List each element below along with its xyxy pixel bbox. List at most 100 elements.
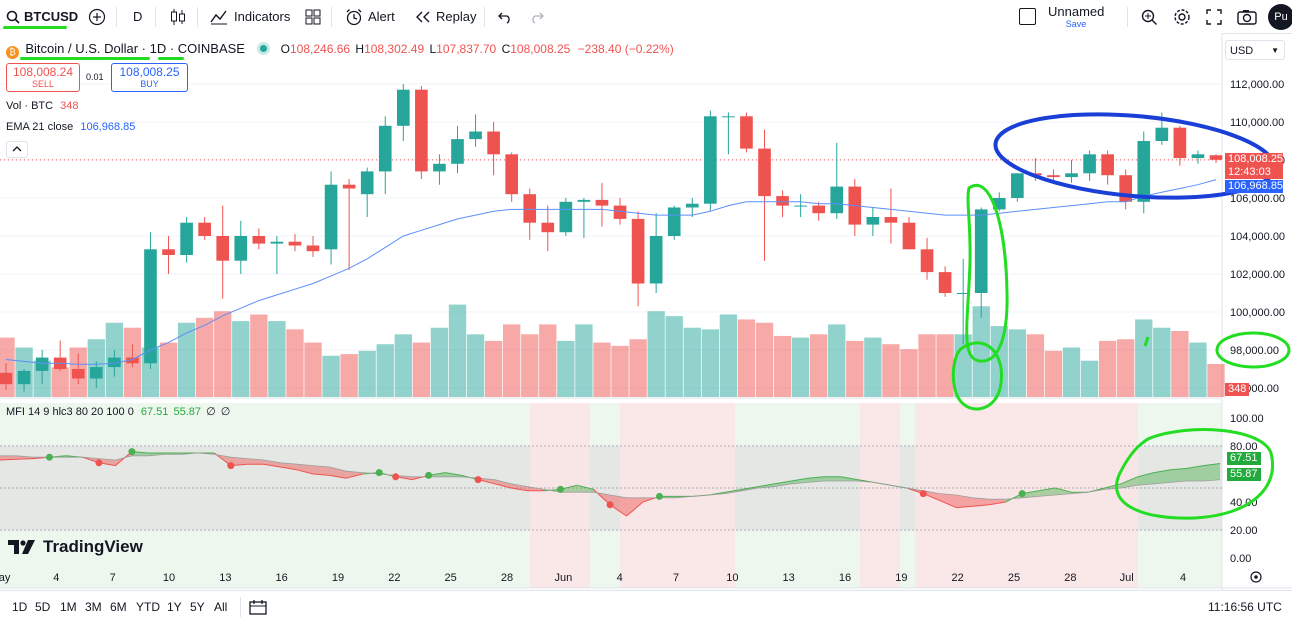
layouts-button[interactable] [305, 0, 321, 33]
range-button-1m[interactable]: 1M [60, 600, 77, 614]
mfi-axis-label: 0.00 [1230, 553, 1251, 565]
mfi-fill [956, 495, 973, 508]
undo-button[interactable] [497, 0, 513, 33]
chart-type-button[interactable] [170, 0, 186, 33]
mfi-axis-label: 80.00 [1230, 441, 1258, 453]
mfi-fill [131, 451, 149, 456]
watermark-text: TradingView [43, 537, 143, 556]
mfi-fill [560, 485, 578, 493]
range-button-1y[interactable]: 1Y [167, 600, 182, 614]
alarm-clock-icon [346, 8, 362, 25]
candle-body [1101, 154, 1114, 176]
replay-button[interactable]: Replay [415, 0, 476, 33]
volume-bar [430, 327, 449, 397]
open-value: 108,246.66 [290, 42, 351, 56]
time-axis-label: 13 [783, 572, 795, 584]
mfi-line [0, 458, 17, 461]
range-button-1d[interactable]: 1D [12, 600, 28, 614]
range-button-5y[interactable]: 5Y [190, 600, 205, 614]
volume-bar [268, 321, 286, 397]
candle-body [884, 217, 898, 223]
mfi-signal-line [0, 452, 1221, 500]
snapshot-button[interactable] [1237, 0, 1257, 33]
range-button-6m[interactable]: 6M [110, 600, 127, 614]
low-label: L [429, 42, 437, 56]
mfi-cross-dot [392, 473, 400, 481]
volume-bar [358, 350, 376, 397]
alert-button[interactable]: Alert [345, 0, 395, 33]
candle-body [794, 205, 807, 207]
range-button-ytd[interactable]: YTD [136, 600, 160, 614]
mfi-cross-dot [919, 490, 927, 498]
redo-button[interactable] [529, 0, 545, 33]
candle-body [0, 372, 13, 385]
change-value: −238.40 (−0.22%) [577, 42, 674, 56]
candle-body [198, 222, 211, 236]
mfi-cross-dot [45, 453, 53, 461]
axis-settings-gear-icon-center [1254, 575, 1258, 579]
candle-body [613, 205, 627, 219]
compare-symbol-button[interactable] [88, 0, 106, 33]
buy-label: BUY [140, 79, 159, 89]
candle-body [649, 236, 663, 284]
candle-body [523, 194, 537, 223]
tradingview-watermark: TradingView [8, 537, 143, 557]
title-underline [20, 57, 150, 60]
candle-body [1047, 175, 1060, 178]
mfi-fill [263, 460, 281, 467]
candle-body [722, 116, 735, 118]
candle-body [830, 186, 844, 214]
volume-legend[interactable]: Vol · BTC 348 [6, 100, 79, 112]
avatar[interactable]: Pu [1268, 4, 1292, 30]
buy-button[interactable]: 108,008.25 BUY [111, 63, 188, 92]
indicators-button[interactable]: Indicators [210, 0, 290, 33]
layout-name-button[interactable]: Unnamed Save [1048, 4, 1104, 29]
volume-bar [810, 334, 828, 397]
layout-save-status: Save [1065, 19, 1087, 29]
bitcoin-logo-icon: ₿ [6, 46, 19, 59]
mfi-fill [824, 476, 841, 481]
sell-button[interactable]: 108,008.24 SELL [6, 63, 80, 92]
candle-body [1065, 173, 1078, 178]
mfi-red-zone [860, 403, 900, 588]
settings-button[interactable] [1173, 0, 1191, 33]
volume-bar [448, 304, 467, 397]
time-axis-label: 16 [276, 572, 288, 584]
chart-canvas[interactable]: 112,000.00110,000.00108,000.00106,000.00… [0, 33, 1292, 590]
clock-display[interactable]: 11:16:56 UTC [1208, 600, 1282, 614]
volume-bar [521, 334, 539, 397]
mfi-fill [329, 467, 347, 479]
price-axis-label: 110,000.00 [1230, 117, 1284, 129]
interval-button[interactable]: D [133, 0, 142, 33]
candle-body [902, 222, 916, 250]
mfi-legend[interactable]: MFI 14 9 hlc3 80 20 100 0 67.51 55.87 ∅ … [6, 405, 230, 418]
currency-select[interactable]: USD ▼ [1225, 40, 1285, 60]
mfi-line [989, 501, 1006, 506]
candle-body [685, 203, 699, 208]
market-open-dot [260, 45, 268, 52]
range-button-3m[interactable]: 3M [85, 600, 102, 614]
symbol-search-button[interactable]: BTCUSD [6, 0, 78, 33]
time-axis-label: 28 [501, 572, 513, 584]
volume-bar [719, 314, 738, 397]
collapse-legend-button[interactable] [6, 141, 28, 158]
volume-bar [828, 324, 846, 397]
layout-checkbox[interactable] [1019, 0, 1036, 33]
volume-value: 348 [60, 100, 79, 112]
ema-legend[interactable]: EMA 21 close 106,968.85 [6, 121, 135, 133]
last-price-tag: 108,008.25 12:43:03 [1225, 153, 1283, 179]
toolbar-divider [331, 7, 332, 27]
time-axis-label: 28 [1064, 572, 1076, 584]
range-button-5d[interactable]: 5D [35, 600, 51, 614]
fullscreen-button[interactable] [1206, 0, 1222, 33]
range-button-all[interactable]: All [214, 600, 228, 614]
candle-body [144, 249, 157, 364]
mfi-fill [577, 485, 594, 493]
candle-body [234, 236, 248, 261]
quick-search-button[interactable] [1140, 0, 1158, 33]
replay-label: Replay [436, 9, 477, 24]
goto-date-button[interactable] [249, 591, 267, 623]
candle-body [252, 236, 266, 244]
mfi-cross-dot [128, 448, 136, 456]
volume-bar [575, 324, 593, 397]
